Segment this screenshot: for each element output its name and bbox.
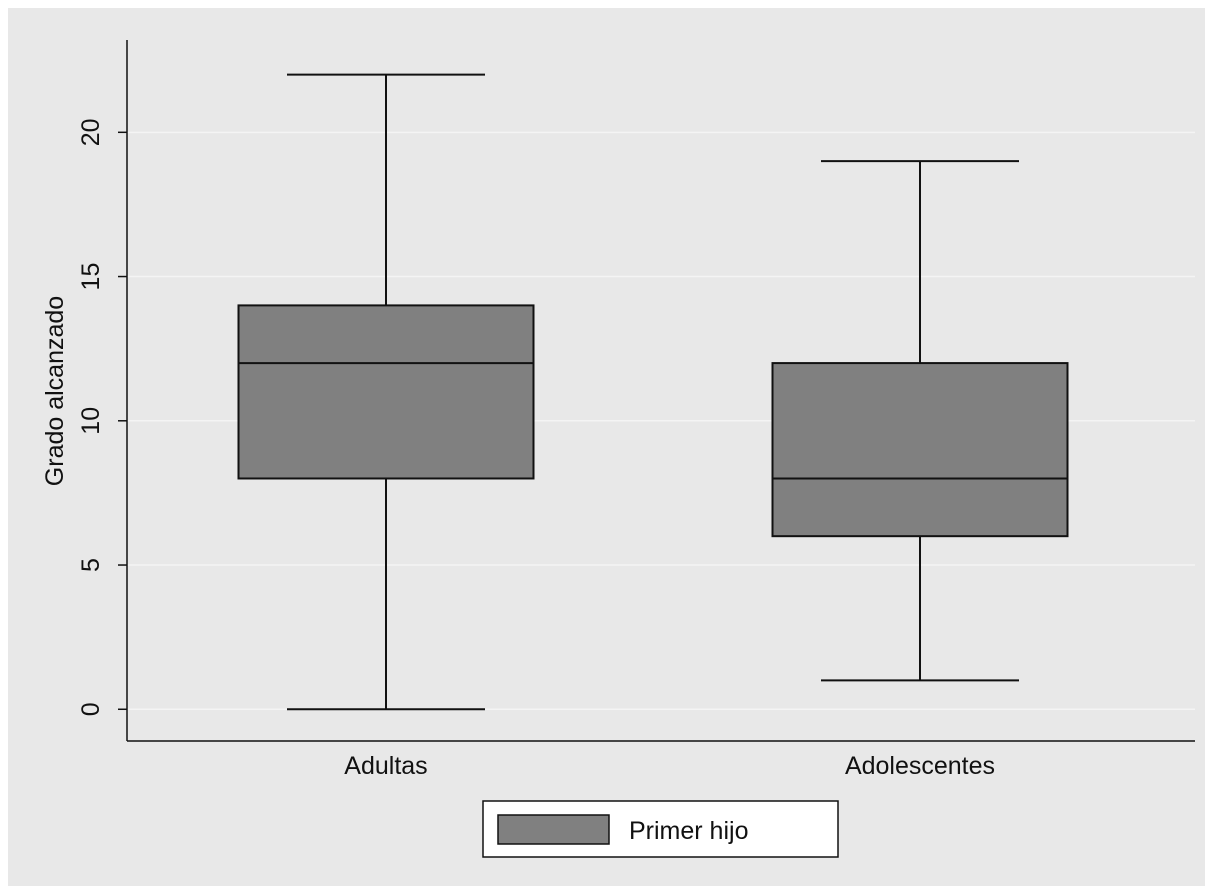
legend: Primer hijo — [482, 800, 839, 858]
x-ticks: Adultas Adolescentes — [344, 752, 995, 780]
iqr-box — [237, 304, 535, 480]
y-tick-label: 15 — [77, 263, 105, 291]
axes — [126, 40, 1195, 742]
x-tick-label: Adolescentes — [845, 752, 995, 780]
box-2 — [771, 160, 1069, 682]
y-tick-label: 0 — [77, 702, 105, 716]
box-1 — [237, 73, 535, 711]
y-tick-label: 5 — [77, 558, 105, 572]
boxes — [237, 73, 1069, 711]
y-axis-title: Grado alcanzado — [41, 296, 69, 486]
x-tick-label: Adultas — [344, 752, 427, 780]
y-tick-label: 20 — [77, 118, 105, 146]
legend-label: Primer hijo — [629, 817, 748, 845]
y-tick-label: 10 — [77, 407, 105, 435]
y-ticks: 0 5 10 15 20 — [77, 118, 127, 716]
legend-swatch — [497, 814, 610, 845]
iqr-box — [771, 362, 1069, 538]
